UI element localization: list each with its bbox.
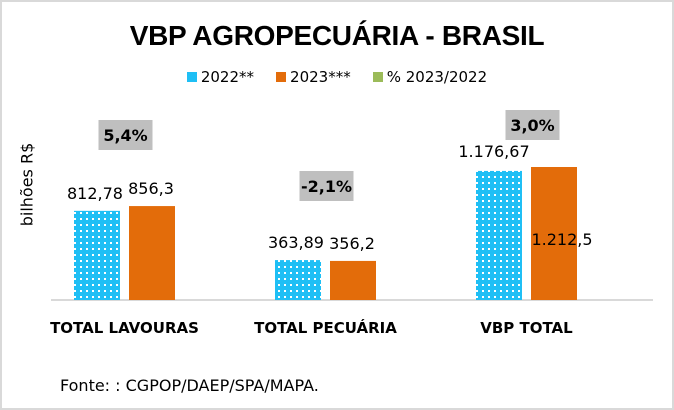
legend-item-2022: 2022** (186, 68, 255, 86)
legend-swatch-pct (372, 72, 383, 82)
data-label-2023: 856,3 (128, 179, 174, 198)
pct-badge-bg (299, 171, 354, 201)
pct-change-label: 5,4% (103, 126, 147, 145)
pct-change-label: 3,0% (510, 116, 554, 135)
x-tick-label: TOTAL LAVOURAS (50, 319, 199, 337)
source-note: Fonte: : CGPOP/DAEP/SPA/MAPA. (60, 376, 319, 395)
pct-badge-bg (98, 120, 153, 150)
data-label-2022: 1.176,67 (458, 142, 529, 161)
bar-2023 (129, 206, 175, 300)
legend-label-2023: 2023*** (290, 68, 351, 86)
x-tick-label: TOTAL PECUÁRIA (254, 318, 397, 337)
legend: 2022** 2023*** % 2023/2022 (0, 68, 674, 86)
bar-2023 (330, 260, 376, 300)
bar-2022 (74, 210, 120, 300)
x-tick-label: VBP TOTAL (480, 319, 573, 337)
legend-item-pct: % 2023/2022 (372, 68, 488, 86)
data-label-2022: 812,78 (67, 184, 123, 203)
bar-2022 (275, 260, 321, 300)
pct-badge-bg (505, 110, 560, 140)
legend-label-2022: 2022** (200, 68, 255, 86)
bar-2022 (476, 170, 522, 300)
chart-title: VBP AGROPECUÁRIA - BRASIL (129, 20, 545, 51)
data-label-2023: 356,2 (329, 234, 375, 253)
pct-change-label: -2,1% (301, 177, 352, 196)
bar-2023 (531, 167, 577, 300)
legend-swatch-2023 (276, 72, 287, 82)
data-label-2023: 1.212,5 (531, 230, 592, 249)
legend-item-2023: 2023*** (276, 68, 351, 86)
data-label-2022: 363,89 (268, 233, 324, 252)
legend-swatch-2022 (186, 72, 197, 82)
legend-label-pct: % 2023/2022 (386, 68, 488, 86)
